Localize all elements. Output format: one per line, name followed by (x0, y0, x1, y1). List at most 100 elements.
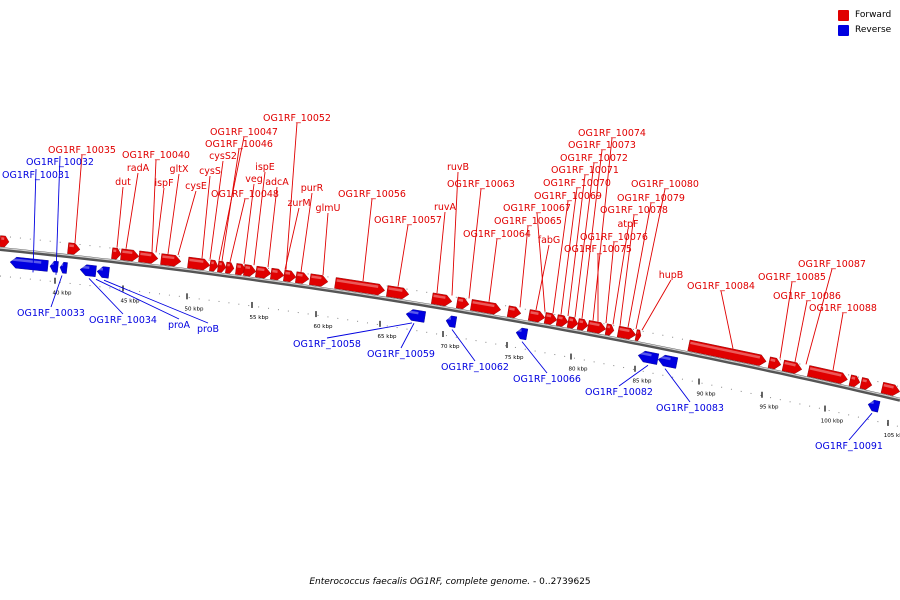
forward-gene-arrow (576, 318, 589, 331)
reverse-gene-arrow-shine (517, 328, 522, 332)
leader-line (592, 137, 613, 321)
gene-label-og1rf-10065: OG1RF_10065 (494, 216, 562, 227)
gene-label-og1rf-10056: OG1RF_10056 (338, 189, 406, 200)
forward-gene-arrow (138, 250, 159, 264)
reverse-gene-arrow-shine (61, 263, 64, 267)
forward-gene-arrow-shine (272, 269, 278, 273)
forward-gene-arrow (880, 381, 900, 396)
gene-label-cyss: cysS (199, 166, 221, 177)
gene-label-og1rf-10062: OG1RF_10062 (441, 362, 509, 373)
forward-gene-arrow (334, 277, 386, 296)
forward-gene-arrow (283, 269, 297, 283)
forward-gene-arrow-shine (637, 331, 639, 334)
gene-label-og1rf-10069: OG1RF_10069 (534, 191, 602, 202)
gene-label-prob: proB (197, 324, 219, 335)
leader-line (397, 224, 409, 287)
reverse-gene-arrow (515, 327, 529, 341)
forward-gene-arrow-shine (862, 379, 867, 383)
forward-gene-arrow (470, 299, 502, 315)
reverse-gene-arrow (867, 399, 881, 413)
gene-label-og1rf-10072: OG1RF_10072 (560, 153, 628, 164)
scale-tick-label: 50 kbp (185, 306, 204, 312)
gene-label-og1rf-10063: OG1RF_10063 (447, 179, 515, 190)
forward-gene-arrow (848, 374, 861, 387)
gene-label-og1rf-10073: OG1RF_10073 (568, 140, 636, 151)
leader-line (125, 172, 139, 249)
forward-gene-arrow (586, 320, 607, 334)
forward-gene-arrow (0, 235, 10, 248)
leader-line (536, 212, 546, 312)
gene-label-hupb: hupB (659, 270, 684, 281)
forward-gene-arrow (187, 256, 211, 271)
forward-gene-arrow-shine (162, 255, 175, 260)
reverse-swatch (838, 25, 849, 36)
gene-label-og1rf-10080: OG1RF_10080 (631, 179, 699, 190)
gene-label-dut: dut (115, 177, 131, 188)
leader-line (581, 149, 603, 319)
forward-gene-arrow (506, 305, 522, 319)
leader-line (720, 290, 734, 349)
reverse-gene-arrow (637, 350, 660, 365)
genome-range: - 0..2739625 (530, 577, 591, 587)
gene-label-proa: proA (168, 320, 191, 331)
leader-line (664, 368, 691, 403)
forward-gene-arrow-shine (113, 249, 117, 253)
gene-label-fabg: fabG (538, 235, 561, 246)
forward-gene-arrow (781, 359, 803, 374)
scale-tick-label: 70 kbp (441, 344, 460, 350)
forward-gene-arrow-shine (472, 300, 495, 308)
forward-gene-arrow (243, 264, 257, 277)
forward-gene-arrow-shine (546, 314, 552, 318)
legend-forward: Forward (838, 8, 891, 23)
gene-label-ruva: ruvA (434, 202, 457, 213)
gene-label-og1rf-10064: OG1RF_10064 (463, 229, 531, 240)
forward-gene-arrow (807, 365, 848, 384)
organism-name: Enterococcus faecalis OG1RF, complete ge… (309, 577, 531, 587)
gene-label-veg: veg (245, 174, 263, 185)
forward-gene-arrow-shine (690, 341, 761, 359)
leader-line (521, 341, 548, 374)
leader-line (436, 211, 446, 294)
leader-line (612, 228, 629, 325)
forward-gene-arrow-shine (619, 327, 630, 333)
map-caption: Enterococcus faecalis OG1RF, complete ge… (0, 577, 900, 587)
leader-line (468, 188, 482, 299)
forward-gene-arrow-shine (219, 262, 222, 266)
forward-gene-arrow-shine (589, 321, 600, 327)
gene-label-og1rf-10088: OG1RF_10088 (809, 303, 877, 314)
gene-label-og1rf-10078: OG1RF_10078 (600, 205, 668, 216)
leader-line (779, 281, 793, 359)
forward-gene-arrow-shine (257, 267, 265, 272)
reverse-gene-arrow (405, 309, 426, 323)
forward-gene-arrow (687, 339, 767, 366)
leader-line (552, 200, 569, 314)
scale-tick-label: 45 kbp (121, 298, 140, 304)
reverse-gene-arrow-shine (81, 265, 90, 270)
gene-label-og1rf-10047: OG1RF_10047 (210, 127, 278, 138)
gene-label-og1rf-10034: OG1RF_10034 (89, 315, 157, 326)
reverse-gene-arrow (79, 264, 97, 277)
leader-line (229, 198, 246, 263)
gene-label-purr: purR (301, 183, 324, 194)
gene-label-og1rf-10075: OG1RF_10075 (564, 244, 632, 255)
forward-gene-arrow-shine (433, 294, 446, 299)
reverse-gene-arrow (445, 315, 458, 328)
forward-gene-arrow-shine (851, 376, 856, 380)
gene-label-og1rf-10035: OG1RF_10035 (48, 145, 116, 156)
reverse-gene-arrow (96, 266, 110, 279)
forward-gene-arrow (543, 312, 558, 325)
gene-label-og1rf-10059: OG1RF_10059 (367, 349, 435, 360)
scale-tick-label: 40 kbp (53, 291, 72, 297)
gene-label-zurm: zurM (287, 198, 310, 209)
scale-tick-label: 100 kbp (821, 419, 844, 425)
forward-gene-arrow-shine (227, 263, 230, 267)
gene-label-og1rf-10076: OG1RF_10076 (580, 232, 648, 243)
gene-label-cyse: cysE (185, 181, 207, 192)
gene-label-og1rf-10085: OG1RF_10085 (758, 272, 826, 283)
gene-label-cyss2: cysS2 (209, 151, 237, 162)
scale-tick-label: 60 kbp (314, 324, 333, 330)
forward-gene-arrow-shine (770, 358, 776, 362)
leader-line (284, 207, 300, 270)
forward-gene-arrow-shine (388, 287, 403, 292)
